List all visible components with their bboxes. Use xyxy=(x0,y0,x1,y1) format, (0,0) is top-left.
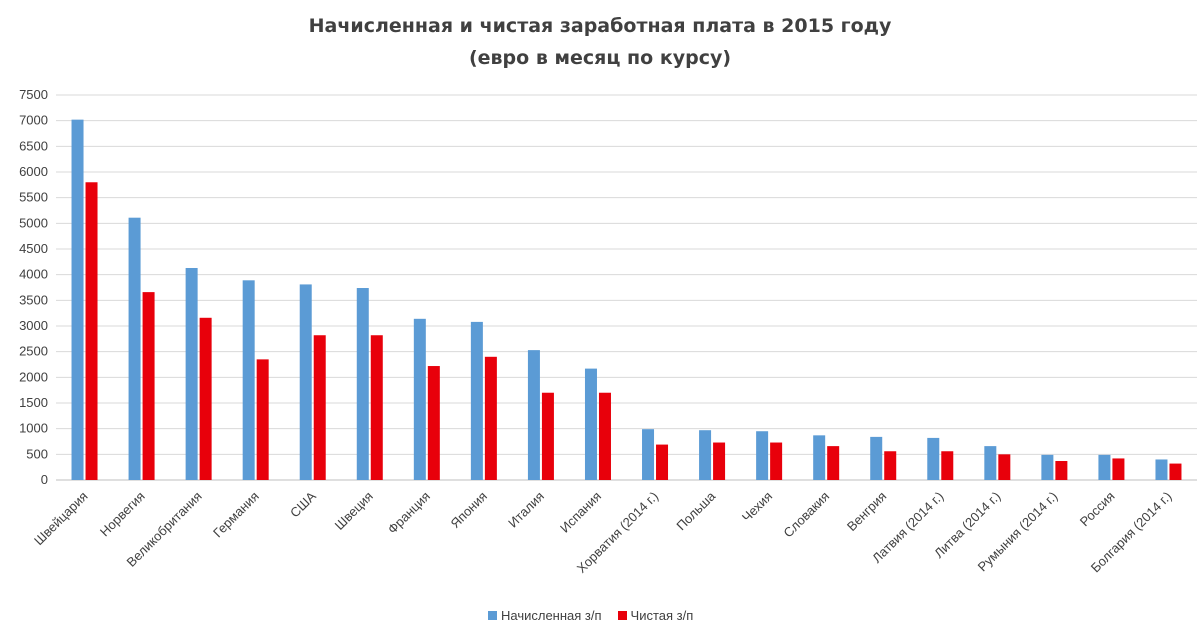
y-tick-label: 6500 xyxy=(19,138,48,153)
bar-accrued xyxy=(1155,459,1168,480)
y-tick-label: 2000 xyxy=(19,369,48,384)
bar-net xyxy=(427,366,440,480)
bar-accrued xyxy=(71,119,84,480)
bar-net xyxy=(1112,458,1125,480)
bar-accrued xyxy=(413,318,426,480)
y-tick-label: 6000 xyxy=(19,164,48,179)
y-tick-label: 1500 xyxy=(19,395,48,410)
bar-net xyxy=(256,359,269,480)
y-tick-label: 7000 xyxy=(19,113,48,128)
x-tick-label: Швейцария xyxy=(31,489,91,549)
x-tick-label: Норвегия xyxy=(97,489,148,540)
bar-accrued xyxy=(242,280,255,480)
bar-accrued xyxy=(128,217,141,481)
bar-net xyxy=(1169,463,1182,480)
y-tick-label: 0 xyxy=(41,472,48,487)
x-tick-label: Германия xyxy=(210,489,262,541)
bar-net xyxy=(1055,461,1068,480)
bar-net xyxy=(998,454,1011,480)
bar-net xyxy=(941,451,954,480)
bar-accrued xyxy=(642,429,655,480)
legend-item-accrued: Начисленная з/п xyxy=(488,608,602,623)
x-tick-label: Чехия xyxy=(739,489,775,525)
y-tick-label: 4500 xyxy=(19,241,48,256)
y-tick-label: 2500 xyxy=(19,344,48,359)
x-tick-label: Словакия xyxy=(780,489,832,541)
bar-net xyxy=(199,317,212,480)
bar-accrued xyxy=(185,267,198,480)
x-tick-label: Япония xyxy=(447,489,490,532)
x-tick-label: Италия xyxy=(505,489,547,531)
bar-net xyxy=(313,335,326,480)
bar-accrued xyxy=(356,288,369,480)
legend-swatch-net xyxy=(617,611,627,620)
x-tick-label: Франция xyxy=(385,489,433,537)
y-tick-label: 5000 xyxy=(19,215,48,230)
bar-net xyxy=(142,292,155,480)
bar-accrued xyxy=(470,321,483,480)
x-tick-label: Польша xyxy=(673,488,718,533)
bar-accrued xyxy=(584,368,597,480)
bar-accrued xyxy=(870,436,883,480)
bar-net xyxy=(541,392,554,480)
bar-net xyxy=(770,442,783,480)
legend-label-accrued: Начисленная з/п xyxy=(501,608,602,623)
x-tick-label: США xyxy=(287,488,319,520)
bar-accrued xyxy=(1098,454,1111,480)
chart-title: Начисленная и чистая заработная плата в … xyxy=(308,15,892,37)
bar-accrued xyxy=(699,430,712,480)
bar-net xyxy=(656,444,669,480)
bar-accrued xyxy=(299,284,312,480)
x-tick-label: Испания xyxy=(557,489,604,536)
bar-accrued xyxy=(756,431,769,480)
bar-accrued xyxy=(813,435,826,480)
y-tick-label: 5500 xyxy=(19,190,48,205)
bar-net xyxy=(85,182,98,480)
legend-label-net: Чистая з/п xyxy=(630,608,694,623)
x-tick-label: Венгрия xyxy=(844,489,890,535)
chart-title-block: Начисленная и чистая заработная плата в … xyxy=(0,10,1200,74)
y-tick-label: 4000 xyxy=(19,267,48,282)
chart-subtitle: (евро в месяц по курсу) xyxy=(468,47,732,69)
bar-accrued xyxy=(527,350,540,480)
bar-accrued xyxy=(927,437,940,480)
bar-net xyxy=(598,392,611,480)
y-tick-label: 3500 xyxy=(19,292,48,307)
y-tick-label: 7500 xyxy=(19,87,48,102)
legend-swatch-accrued xyxy=(488,611,497,620)
y-tick-label: 3000 xyxy=(19,318,48,333)
legend: Начисленная з/п Чистая з/п xyxy=(488,608,709,623)
x-tick-label: Россия xyxy=(1077,489,1118,530)
legend-item-net: Чистая з/п xyxy=(617,608,694,623)
bar-net xyxy=(884,451,897,480)
bar-net xyxy=(827,446,840,480)
bar-net xyxy=(713,442,726,480)
bar-net xyxy=(484,356,497,480)
bar-accrued xyxy=(984,446,997,480)
x-tick-label: Швеция xyxy=(332,489,376,533)
bar-net xyxy=(370,335,383,480)
y-tick-label: 500 xyxy=(26,446,48,461)
bar-accrued xyxy=(1041,454,1054,480)
y-tick-label: 1000 xyxy=(19,421,48,436)
